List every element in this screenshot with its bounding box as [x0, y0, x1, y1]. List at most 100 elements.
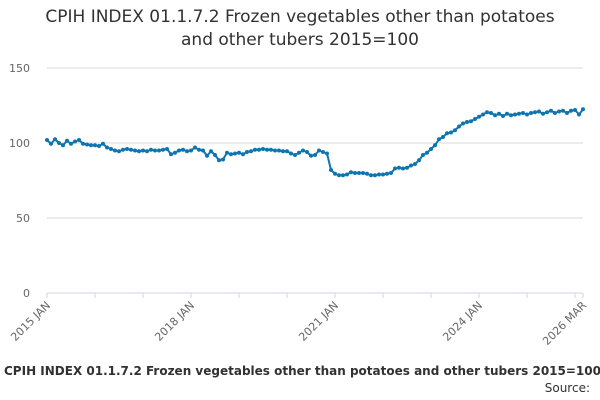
data-point	[361, 171, 365, 175]
data-point	[385, 171, 389, 176]
data-point	[497, 111, 501, 116]
data-point	[405, 165, 409, 170]
data-point	[473, 117, 477, 121]
data-point	[409, 163, 413, 168]
data-point	[577, 112, 581, 117]
data-point	[225, 150, 229, 155]
data-point	[561, 108, 565, 113]
data-point	[257, 147, 261, 152]
data-point	[489, 111, 493, 115]
data-point	[485, 110, 489, 115]
data-point	[525, 112, 529, 117]
data-point	[381, 172, 385, 177]
data-point	[73, 139, 77, 144]
data-point	[265, 147, 269, 152]
data-point	[97, 144, 101, 148]
data-point	[201, 148, 205, 153]
data-point	[101, 141, 105, 146]
data-point	[117, 149, 121, 154]
data-point	[477, 114, 481, 119]
data-point	[289, 151, 293, 156]
x-tick-label: 2024 JAN	[440, 299, 485, 344]
data-point	[229, 152, 233, 157]
data-point	[581, 107, 585, 112]
data-point	[521, 111, 525, 115]
data-point	[237, 150, 241, 155]
data-point	[173, 150, 177, 155]
data-point	[141, 148, 145, 153]
data-point	[129, 147, 133, 152]
x-tick-label: 2026 MAR	[540, 299, 589, 348]
footer-chart-title: CPIH INDEX 01.1.7.2 Frozen vegetables ot…	[4, 364, 600, 378]
data-point	[93, 143, 97, 148]
data-point	[105, 145, 109, 150]
y-tick-label: 0	[23, 287, 30, 300]
y-tick-label: 150	[9, 62, 30, 75]
data-point	[153, 148, 157, 153]
data-point	[285, 149, 289, 154]
data-point	[181, 147, 185, 152]
data-point	[445, 131, 449, 136]
data-point	[365, 171, 369, 176]
data-point	[157, 148, 161, 153]
data-point	[321, 150, 325, 154]
data-point	[277, 148, 281, 153]
data-point	[517, 111, 521, 116]
data-point	[553, 111, 557, 115]
data-point	[377, 172, 381, 177]
series-path	[46, 108, 584, 177]
data-point	[177, 148, 181, 153]
data-point	[329, 168, 333, 172]
data-point	[313, 153, 317, 157]
data-point	[61, 143, 65, 148]
data-point	[529, 111, 533, 115]
data-point	[121, 147, 125, 152]
data-point	[345, 172, 349, 177]
data-point	[421, 153, 425, 157]
data-point	[317, 148, 321, 153]
data-point	[325, 151, 329, 156]
x-axis	[46, 292, 584, 298]
data-point	[217, 158, 221, 163]
data-point	[501, 114, 505, 118]
data-point	[281, 149, 285, 154]
y-axis-labels: 0 50 100 150	[9, 62, 30, 300]
data-point	[429, 147, 433, 151]
data-point	[505, 111, 509, 116]
data-point	[569, 108, 573, 113]
data-point	[209, 149, 213, 154]
data-point	[133, 148, 137, 153]
data-point	[341, 173, 345, 178]
data-point	[461, 121, 465, 126]
data-point	[189, 148, 193, 153]
data-point	[425, 150, 429, 155]
data-point	[373, 173, 377, 178]
gridlines	[47, 67, 583, 219]
data-point	[169, 152, 173, 157]
data-point	[69, 141, 73, 146]
data-point	[213, 153, 217, 157]
data-point	[233, 151, 237, 156]
x-tick-label: 2018 JAN	[152, 299, 197, 344]
series-points	[45, 107, 585, 178]
x-tick-label: 2015 JAN	[8, 299, 53, 344]
data-point	[113, 148, 117, 153]
data-point	[513, 112, 517, 117]
data-point	[137, 149, 141, 154]
data-point	[509, 113, 513, 118]
data-point	[437, 137, 441, 142]
data-point	[109, 147, 113, 151]
y-tick-label: 100	[9, 137, 30, 150]
data-point	[77, 138, 81, 142]
data-point	[417, 158, 421, 163]
data-point	[161, 147, 165, 152]
data-point	[193, 145, 197, 150]
data-point	[337, 173, 341, 178]
y-tick-label: 50	[16, 212, 30, 225]
data-point	[205, 153, 209, 158]
data-point	[305, 150, 309, 154]
data-point	[565, 111, 569, 115]
data-point	[353, 171, 357, 175]
x-axis-labels: 2015 JAN 2018 JAN 2021 JAN 2024 JAN 2026 MAR	[8, 299, 589, 348]
